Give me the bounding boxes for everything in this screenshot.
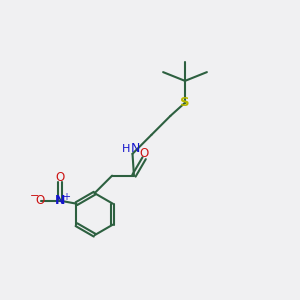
Text: −: − [30, 191, 40, 201]
Text: O: O [140, 147, 149, 160]
Text: S: S [180, 96, 190, 109]
Text: O: O [35, 194, 45, 207]
Text: +: + [61, 192, 70, 202]
Text: H: H [122, 143, 130, 154]
Text: N: N [131, 142, 140, 155]
Text: N: N [55, 194, 65, 207]
Text: O: O [56, 171, 65, 184]
